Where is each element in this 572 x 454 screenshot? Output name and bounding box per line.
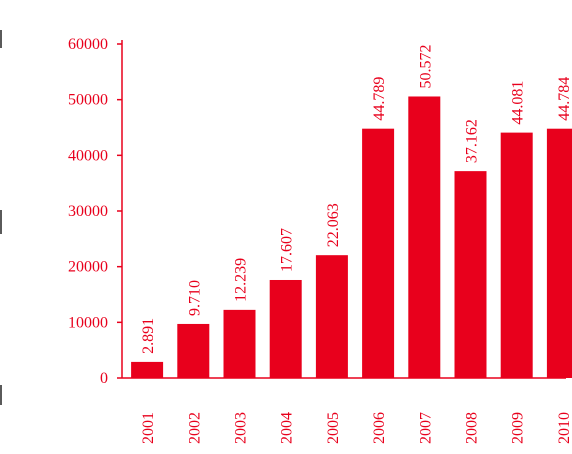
- data-label: 22.063: [325, 203, 342, 247]
- x-tick-label: 2005: [325, 412, 342, 444]
- y-tick-label: 30000: [68, 203, 108, 220]
- bar: [315, 255, 348, 378]
- x-tick-label: 2004: [279, 412, 296, 444]
- edge-mark: [0, 385, 2, 405]
- y-tick-label: 0: [100, 370, 108, 387]
- y-tick-label: 40000: [68, 147, 108, 164]
- x-tick-label: 2007: [417, 412, 434, 444]
- y-tick-label: 50000: [68, 92, 108, 109]
- bar: [269, 279, 302, 378]
- bar: [362, 128, 395, 378]
- data-label: 44.789: [371, 77, 388, 121]
- data-labels-group: 2.891 9.710 12.239 17.607 22.063 44.789 50.572…: [140, 44, 572, 353]
- y-tick-labels-group: 0 10000 20000 30000 40000 50000 60000: [68, 36, 122, 387]
- data-label: 50.572: [417, 44, 434, 88]
- bar: [223, 309, 256, 378]
- x-tick-label: 2010: [556, 412, 572, 444]
- data-label: 44.784: [556, 77, 572, 121]
- data-label: 37.162: [464, 119, 481, 163]
- category-labels-group: 2001 2002 2003 2004 2005 2006 2007 2008 2009 2010: [140, 412, 572, 444]
- edge-mark: [0, 30, 2, 48]
- data-label: 2.891: [140, 318, 157, 354]
- data-label: 17.607: [279, 228, 296, 272]
- data-label: 12.239: [233, 258, 250, 302]
- x-tick-label: 2002: [186, 412, 203, 444]
- x-tick-label: 2003: [233, 412, 250, 444]
- x-tick-label: 2006: [371, 412, 388, 444]
- bars-group: [131, 96, 572, 378]
- bar: [177, 323, 210, 378]
- edge-mark: [0, 210, 2, 234]
- y-tick-label: 20000: [68, 259, 108, 276]
- data-label: 44.081: [510, 81, 527, 125]
- bar: [546, 128, 572, 378]
- data-label: 9.710: [186, 280, 203, 316]
- x-tick-label: 2008: [464, 412, 481, 444]
- bar: [500, 132, 533, 378]
- bar: [131, 361, 164, 378]
- bar: [408, 96, 441, 378]
- x-tick-label: 2009: [510, 412, 527, 444]
- y-tick-label: 60000: [68, 36, 108, 53]
- y-tick-label: 10000: [68, 314, 108, 331]
- x-tick-label: 2001: [140, 412, 157, 444]
- bar: [454, 171, 487, 378]
